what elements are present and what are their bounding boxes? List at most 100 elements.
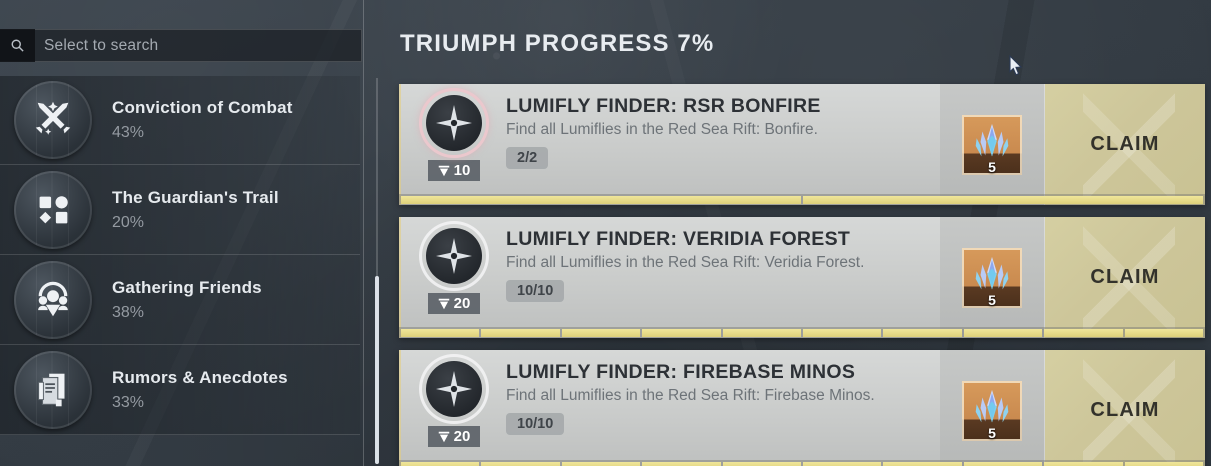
claim-label: CLAIM [1090,266,1160,288]
points-value: 20 [453,428,471,445]
triumph-description: Find all Lumiflies in the Red Sea Rift: … [506,121,818,139]
group-people-icon [14,260,92,339]
sidebar-item-label: Rumors & Anecdotes [112,367,288,387]
progress-count: 2/2 [506,146,549,169]
triumph-title: LUMIFLY FINDER: VERIDIA FOREST [506,228,851,250]
page-title: TRIUMPH PROGRESS 7% [400,30,715,57]
documents-icon [14,350,92,429]
progress-segment [401,462,480,466]
four-point-star-icon [425,95,482,151]
reward-quantity: 5 [988,158,996,175]
sidebar-item-label: Gathering Friends [112,277,262,297]
progress-segment [883,329,962,337]
reward-quantity: 5 [988,291,996,308]
sidebar-item-percent: 33% [112,393,145,411]
triumph-card-body: 20 LUMIFLY FINDER: VERIDIA FOREST Find a… [399,217,940,338]
triumph-card-list: 10 LUMIFLY FINDER: RSR BONFIRE Find all … [399,84,1205,466]
search-icon [0,29,35,62]
reward-column[interactable]: 5 [940,350,1045,466]
sidebar-item-label: The Guardian's Trail [112,187,279,207]
triumph-card[interactable]: 20 LUMIFLY FINDER: FIREBASE MINOS Find a… [399,350,1205,466]
claim-button[interactable]: CLAIM [1045,217,1205,338]
shapes-grid-icon [14,170,92,249]
progress-segment [883,462,962,466]
points-value: 10 [453,162,471,179]
mouse-pointer-icon [1009,55,1023,76]
crossed-swords-icon [14,81,92,159]
progress-segment [803,329,882,337]
progress-segment [1044,329,1123,337]
scrollbar-track[interactable] [376,78,378,464]
progress-segment [1124,329,1204,337]
blue-crystal-icon [975,256,1009,289]
progress-segment [1044,462,1123,466]
sidebar-item-rumors-and-anecdotes[interactable]: Rumors & Anecdotes 33% [0,345,360,435]
claim-label: CLAIM [1090,133,1160,155]
progress-count: 10/10 [506,279,565,302]
sidebar-divider [363,0,364,466]
claim-button[interactable]: CLAIM [1045,350,1205,466]
progress-segment [642,329,721,337]
four-point-star-icon [425,361,482,417]
triumph-description: Find all Lumiflies in the Red Sea Rift: … [506,387,875,405]
progress-segment [963,462,1043,466]
triumph-icon-column: 20 [401,350,506,447]
progress-segment [401,196,801,204]
main-panel: TRIUMPH PROGRESS 7% 10 [396,0,1211,466]
progress-bar [399,327,1205,338]
triumph-card[interactable]: 10 LUMIFLY FINDER: RSR BONFIRE Find all … [399,84,1205,205]
triumph-text-column: LUMIFLY FINDER: FIREBASE MINOS Find all … [506,350,940,435]
progress-segment [803,196,1203,204]
sidebar-item-conviction-of-combat[interactable]: Conviction of Combat 43% [0,76,360,165]
progress-segment [803,462,882,466]
triumph-title: LUMIFLY FINDER: FIREBASE MINOS [506,361,856,383]
reward-quantity: 5 [988,424,996,441]
sidebar-item-percent: 43% [112,124,145,141]
progress-bar [399,460,1205,466]
progress-segment [561,462,641,466]
progress-segment [401,329,480,337]
triumph-icon-column: 10 [401,84,506,181]
reward-column[interactable]: 5 [940,84,1045,205]
progress-segment [722,329,802,337]
triumph-icon-column: 20 [401,217,506,314]
progress-count: 10/10 [506,412,565,435]
progress-segment [642,462,721,466]
sidebar-item-gathering-friends[interactable]: Gathering Friends 38% [0,255,360,345]
points-value: 20 [453,295,471,312]
triumph-text-column: LUMIFLY FINDER: RSR BONFIRE Find all Lum… [506,84,940,169]
progress-segment [963,329,1043,337]
progress-segment [481,462,560,466]
scrollbar-thumb[interactable] [375,276,379,464]
points-badge: 10 [427,160,480,181]
progress-segment [561,329,641,337]
sidebar-item-percent: 20% [112,213,145,231]
reward-column[interactable]: 5 [940,217,1045,338]
search-placeholder: Select to search [44,36,159,54]
points-badge: 20 [427,426,480,447]
progress-bar [399,194,1205,205]
reward-tile[interactable]: 5 [962,247,1022,308]
triumph-card[interactable]: 20 LUMIFLY FINDER: VERIDIA FOREST Find a… [399,217,1205,338]
four-point-star-icon [425,228,482,284]
reward-tile[interactable]: 5 [962,114,1022,175]
category-list[interactable]: Conviction of Combat 43% The Guardian's … [0,76,364,466]
triumph-description: Find all Lumiflies in the Red Sea Rift: … [506,254,865,272]
blue-crystal-icon [975,389,1009,422]
sidebar-item-percent: 38% [112,303,145,321]
triumph-card-body: 20 LUMIFLY FINDER: FIREBASE MINOS Find a… [399,350,940,466]
progress-segment [481,329,560,337]
reward-tile[interactable]: 5 [962,380,1022,441]
sidebar: Select to search Conviction of Combat 43… [0,0,364,466]
blue-crystal-icon [975,123,1009,156]
triumph-card-body: 10 LUMIFLY FINDER: RSR BONFIRE Find all … [399,84,940,205]
sidebar-item-label: Conviction of Combat [112,98,293,117]
claim-button[interactable]: CLAIM [1045,84,1205,205]
progress-segment [722,462,802,466]
claim-label: CLAIM [1090,399,1160,421]
triumph-title: LUMIFLY FINDER: RSR BONFIRE [506,95,821,117]
sidebar-item-the-guardians-trail[interactable]: The Guardian's Trail 20% [0,165,360,255]
progress-segment [1124,462,1204,466]
search-input[interactable]: Select to search [0,29,362,62]
triumph-text-column: LUMIFLY FINDER: VERIDIA FOREST Find all … [506,217,940,302]
